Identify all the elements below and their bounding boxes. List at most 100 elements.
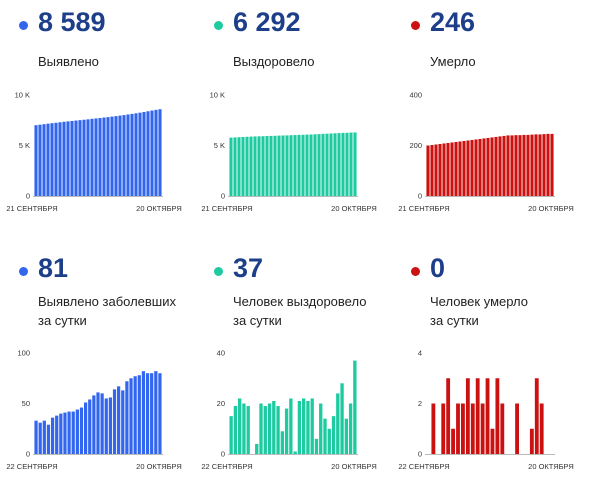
bar: [130, 113, 134, 196]
bar: [345, 132, 349, 196]
label-line: Выявлено заболевших: [38, 294, 176, 309]
y-tick-label: 40: [217, 349, 225, 358]
x-tick-label-end: 20 ОКТЯБРЯ: [528, 462, 574, 471]
bar: [141, 371, 146, 454]
bar: [530, 134, 534, 196]
bar: [461, 403, 465, 454]
daily-deaths-chart: 0 2 4 22 СЕНТЯБРЯ 20 ОКТЯБРЯ: [398, 349, 574, 472]
bar: [150, 373, 154, 454]
bar: [482, 138, 486, 196]
y-tick-label: 0: [26, 450, 30, 459]
bar: [112, 389, 117, 454]
bar: [79, 407, 84, 454]
bar: [255, 443, 259, 454]
bar: [50, 417, 55, 454]
series-dot: [19, 267, 28, 276]
bar: [98, 118, 102, 196]
bar: [306, 400, 310, 454]
bar: [434, 144, 438, 196]
bar: [122, 115, 126, 196]
bar: [319, 403, 323, 454]
bar: [538, 134, 542, 196]
bar: [238, 398, 242, 454]
bar: [280, 431, 284, 454]
bar: [59, 413, 63, 454]
bar: [150, 110, 154, 196]
bar: [114, 116, 118, 196]
bar: [353, 360, 357, 454]
bar: [313, 134, 317, 196]
bar: [67, 411, 71, 454]
panel-total-recovered: 6 292 Выздоровело 0 5 K 10 K 21 СЕНТЯБРЯ 20 …: [200, 0, 390, 230]
bar: [510, 135, 514, 196]
bar: [297, 134, 301, 196]
bar: [241, 137, 245, 196]
bar: [470, 403, 475, 454]
y-tick-label: 10 K: [210, 91, 225, 100]
x-tick-label-end: 20 ОКТЯБРЯ: [331, 204, 377, 213]
bar: [242, 403, 246, 454]
y-tick-label: 20: [217, 399, 225, 408]
bar: [86, 119, 90, 196]
y-tick-label: 0: [418, 192, 422, 201]
bar: [333, 133, 337, 196]
label-line: Человек умерло: [430, 294, 528, 309]
bar: [314, 438, 319, 454]
total-recovered-label: Выздоровело: [233, 54, 315, 69]
bar: [269, 135, 273, 196]
bar: [284, 408, 289, 454]
bar: [430, 144, 434, 196]
bar: [486, 137, 490, 196]
bar: [55, 415, 59, 454]
bar: [237, 137, 241, 196]
bar: [500, 403, 505, 454]
x-tick-label-start: 22 СЕНТЯБРЯ: [201, 462, 252, 471]
bar: [353, 132, 357, 196]
bar: [154, 109, 158, 196]
bar: [261, 136, 265, 196]
bar: [38, 124, 42, 196]
bar: [137, 375, 141, 454]
y-tick-label: 100: [17, 349, 30, 358]
bar: [277, 135, 281, 196]
bar: [34, 125, 38, 196]
bar: [329, 133, 333, 196]
x-tick-label-end: 20 ОКТЯБРЯ: [136, 204, 182, 213]
y-tick-label: 0: [221, 192, 225, 201]
bar: [145, 373, 150, 454]
series-dot: [411, 267, 420, 276]
bar: [94, 118, 98, 196]
bar: [515, 403, 519, 454]
bar: [465, 378, 470, 454]
x-tick-label-end: 20 ОКТЯБРЯ: [136, 462, 182, 471]
x-tick-label-start: 21 СЕНТЯБРЯ: [6, 204, 57, 213]
bar: [71, 411, 75, 454]
daily-deaths-value: 0: [430, 253, 446, 283]
bar: [348, 403, 353, 454]
bar: [58, 122, 62, 196]
bar: [142, 111, 146, 196]
bar: [546, 133, 550, 196]
series-dot: [214, 21, 223, 30]
bar: [442, 143, 446, 196]
total-cases-chart: 0 5 K 10 K 21 СЕНТЯБРЯ 20 ОКТЯБРЯ: [6, 91, 182, 214]
bar: [276, 406, 280, 454]
bar: [84, 402, 88, 454]
bar: [126, 114, 130, 196]
bar: [96, 392, 100, 454]
bar: [46, 424, 51, 454]
bar: [138, 112, 142, 196]
bar: [302, 398, 306, 454]
bar: [125, 381, 129, 454]
bar: [233, 137, 237, 196]
y-tick-label: 0: [26, 192, 30, 201]
label-line: за сутки: [430, 313, 479, 328]
bar: [78, 120, 82, 196]
bar: [259, 403, 263, 454]
bar: [158, 373, 162, 454]
bar: [82, 119, 86, 196]
total-deaths-chart: 0 200 400 21 СЕНТЯБРЯ 20 ОКТЯБРЯ: [398, 91, 573, 214]
bar: [108, 397, 112, 454]
bar: [454, 141, 458, 196]
bar: [63, 412, 67, 454]
